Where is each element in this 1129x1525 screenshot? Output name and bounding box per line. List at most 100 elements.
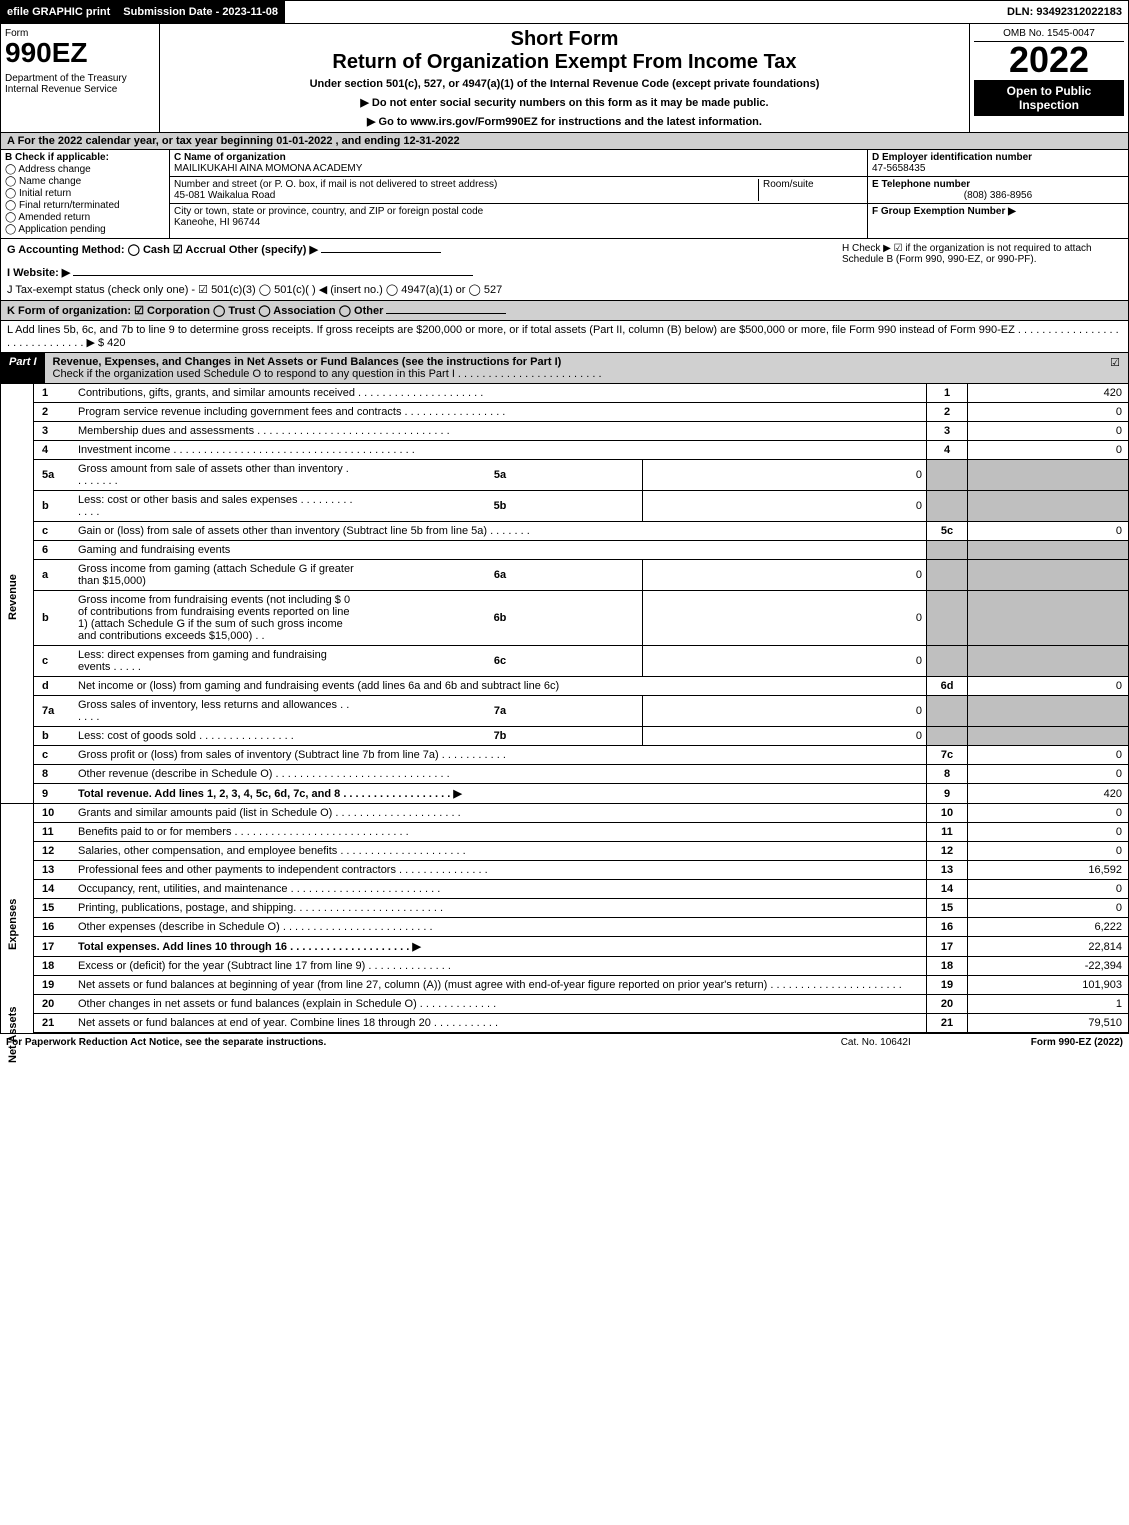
check-final-return[interactable]: ◯ Final return/terminated <box>5 200 165 211</box>
line-18-desc: Excess or (deficit) for the year (Subtra… <box>74 957 927 976</box>
line-6c-subval: 0 <box>642 646 926 677</box>
line-7b-num: b <box>34 727 75 746</box>
line-12-num: 12 <box>34 842 75 861</box>
line-18-box: 18 <box>927 957 968 976</box>
line-l-value: 420 <box>107 337 125 349</box>
line-14-box: 14 <box>927 880 968 899</box>
form-identifier: Form 990EZ Department of the Treasury In… <box>1 24 160 132</box>
title-block: Short Form Return of Organization Exempt… <box>160 24 969 132</box>
dept-line-2: Internal Revenue Service <box>5 84 155 95</box>
check-amended-return[interactable]: ◯ Amended return <box>5 212 165 223</box>
line-17-desc: Total expenses. Add lines 10 through 16 … <box>74 937 927 957</box>
org-other-input[interactable] <box>386 313 506 314</box>
line-6d-box: 6d <box>927 677 968 696</box>
line-19-num: 19 <box>34 976 75 995</box>
line-10-box: 10 <box>927 804 968 823</box>
line-7b-subval: 0 <box>642 727 926 746</box>
line-9-box: 9 <box>927 784 968 804</box>
line-5a-num: 5a <box>34 460 75 491</box>
line-16-box: 16 <box>927 918 968 937</box>
dln: DLN: 93492312022183 <box>1001 1 1128 23</box>
line-13-desc: Professional fees and other payments to … <box>74 861 927 880</box>
line-6b-subval: 0 <box>642 591 926 646</box>
line-7b-box-shaded <box>927 727 968 746</box>
page-footer: For Paperwork Reduction Act Notice, see … <box>0 1033 1129 1051</box>
line-13-val: 16,592 <box>968 861 1129 880</box>
under-section-text: Under section 501(c), 527, or 4947(a)(1)… <box>164 78 965 90</box>
line-5b-subval: 0 <box>642 491 926 522</box>
line-7b-val-shaded <box>968 727 1129 746</box>
line-1-val: 420 <box>968 384 1129 403</box>
info-grid: B Check if applicable: ◯ Address change … <box>0 150 1129 239</box>
paperwork-notice: For Paperwork Reduction Act Notice, see … <box>6 1037 841 1048</box>
line-11-box: 11 <box>927 823 968 842</box>
line-6b-box-shaded <box>927 591 968 646</box>
line-4-box: 4 <box>927 441 968 460</box>
row-a-period: A For the 2022 calendar year, or tax yea… <box>0 133 1129 150</box>
line-16-num: 16 <box>34 918 75 937</box>
part-1-label: Part I <box>1 353 45 383</box>
submission-date: Submission Date - 2023-11-08 <box>117 1 285 23</box>
check-initial-return[interactable]: ◯ Initial return <box>5 188 165 199</box>
line-3-box: 3 <box>927 422 968 441</box>
city-value: Kaneohe, HI 96744 <box>174 217 863 228</box>
line-2-val: 0 <box>968 403 1129 422</box>
line-10-num: 10 <box>34 804 75 823</box>
line-17-num: 17 <box>34 937 75 957</box>
line-6-desc: Gaming and fundraising events <box>74 541 927 560</box>
line-l: L Add lines 5b, 6c, and 7b to line 9 to … <box>0 321 1129 353</box>
line-9-val: 420 <box>968 784 1129 804</box>
line-2-num: 2 <box>34 403 75 422</box>
line-5b-val-shaded <box>968 491 1129 522</box>
line-5a-box-shaded <box>927 460 968 491</box>
line-21-desc: Net assets or fund balances at end of ye… <box>74 1014 927 1033</box>
check-application-pending[interactable]: ◯ Application pending <box>5 224 165 235</box>
expenses-side-label: Expenses <box>1 804 34 957</box>
line-6a-sub: 6a <box>358 560 642 591</box>
line-6d-val: 0 <box>968 677 1129 696</box>
org-name-value: MAILIKUKAHI AINA MOMONA ACADEMY <box>174 163 863 174</box>
line-6d-num: d <box>34 677 75 696</box>
line-5c-val: 0 <box>968 522 1129 541</box>
line-7c-desc: Gross profit or (loss) from sales of inv… <box>74 746 927 765</box>
section-b-label: B Check if applicable: <box>5 152 109 163</box>
line-10-desc: Grants and similar amounts paid (list in… <box>74 804 927 823</box>
line-11-val: 0 <box>968 823 1129 842</box>
line-1-desc: Contributions, gifts, grants, and simila… <box>74 384 927 403</box>
line-5b-sub: 5b <box>358 491 642 522</box>
line-9-num: 9 <box>34 784 75 804</box>
dept-line-1: Department of the Treasury <box>5 73 155 84</box>
part-1-checkbox[interactable]: ☑ <box>1102 353 1128 383</box>
check-name-change[interactable]: ◯ Name change <box>5 176 165 187</box>
ein-value: 47-5658435 <box>872 163 925 174</box>
line-20-val: 1 <box>968 995 1129 1014</box>
line-15-num: 15 <box>34 899 75 918</box>
line-8-val: 0 <box>968 765 1129 784</box>
line-11-num: 11 <box>34 823 75 842</box>
line-5b-desc: Less: cost or other basis and sales expe… <box>74 491 358 522</box>
form-revision: Form 990-EZ (2022) <box>1031 1037 1123 1048</box>
revenue-table: Revenue 1 Contributions, gifts, grants, … <box>0 384 1129 804</box>
accounting-other-input[interactable] <box>321 252 441 253</box>
form-header: Form 990EZ Department of the Treasury In… <box>0 24 1129 133</box>
line-17-val: 22,814 <box>968 937 1129 957</box>
line-20-box: 20 <box>927 995 968 1014</box>
line-5a-sub: 5a <box>358 460 642 491</box>
tel-value: (808) 386-8956 <box>872 190 1124 201</box>
instructions-link[interactable]: ▶ Go to www.irs.gov/Form990EZ for instru… <box>164 115 965 128</box>
line-6a-box-shaded <box>927 560 968 591</box>
line-6c-desc: Less: direct expenses from gaming and fu… <box>74 646 358 677</box>
line-6b-num: b <box>34 591 75 646</box>
line-20-desc: Other changes in net assets or fund bala… <box>74 995 927 1014</box>
check-address-change[interactable]: ◯ Address change <box>5 164 165 175</box>
room-suite-label: Room/suite <box>763 179 814 190</box>
line-6a-subval: 0 <box>642 560 926 591</box>
line-3-desc: Membership dues and assessments . . . . … <box>74 422 927 441</box>
line-19-box: 19 <box>927 976 968 995</box>
line-6-box-shaded <box>927 541 968 560</box>
efile-graphic-print: efile GRAPHIC print <box>1 1 117 23</box>
section-b: B Check if applicable: ◯ Address change … <box>1 150 170 238</box>
line-8-box: 8 <box>927 765 968 784</box>
website-input[interactable] <box>73 275 473 276</box>
irs-link[interactable]: ▶ Go to www.irs.gov/Form990EZ for instru… <box>367 116 762 128</box>
